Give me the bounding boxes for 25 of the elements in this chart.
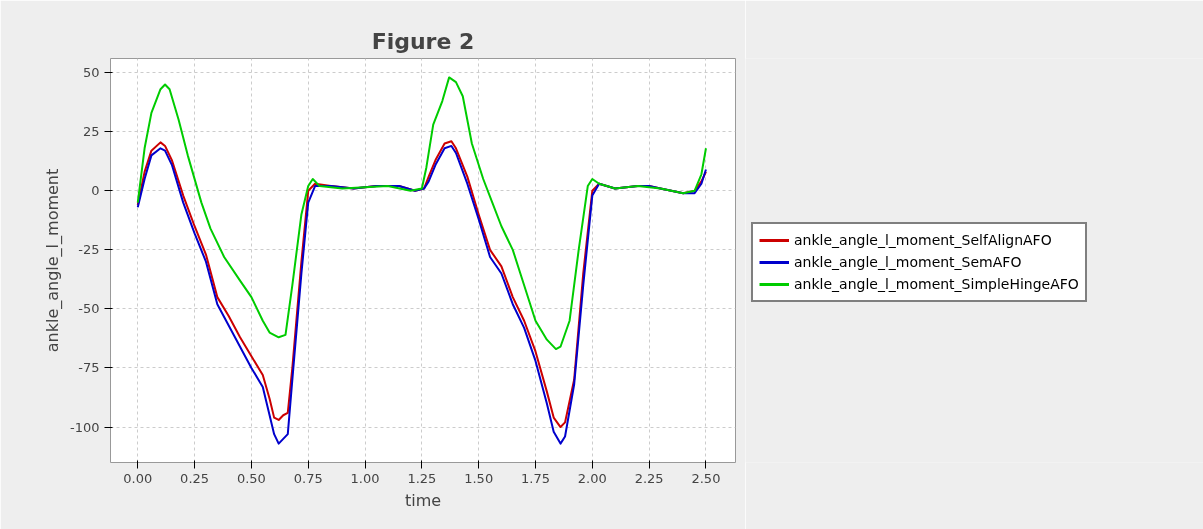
- line-series: [136, 76, 707, 351]
- x-tick-label: 0.50: [236, 470, 266, 486]
- x-tick-label: 2.00: [577, 470, 607, 486]
- x-tick-label: 0.25: [180, 470, 210, 486]
- x-tick-label: 1.00: [350, 470, 380, 486]
- x-tick-label: 2.25: [634, 470, 664, 486]
- legend-label: ankle_angle_l_moment_SelfAlignAFO: [794, 232, 1052, 248]
- x-tick-label: 1.75: [521, 470, 550, 486]
- y-tick-label: -100: [70, 419, 100, 435]
- x-tick-label: 0.75: [293, 470, 323, 486]
- y-tick-label: 0: [91, 183, 100, 199]
- y-tick-label: 50: [82, 65, 100, 81]
- legend-label: ankle_angle_l_moment_SimpleHingeAFO: [794, 276, 1079, 292]
- y-axis-title: ankle_angle_l_moment: [43, 168, 63, 353]
- y-tick-label: -50: [78, 301, 100, 317]
- x-axis-title: time: [404, 490, 442, 510]
- x-tick-label: 0.00: [123, 470, 153, 486]
- y-tick-label: 25: [82, 124, 100, 140]
- chart-title: Figure 2: [371, 28, 475, 54]
- y-tick-label: -25: [78, 242, 100, 258]
- y-tick-label: -75: [78, 360, 100, 376]
- x-tick-label: 1.50: [464, 470, 494, 486]
- x-tick-label: 2.50: [691, 470, 721, 486]
- x-tick-label: 1.25: [407, 470, 437, 486]
- legend-label: ankle_angle_l_moment_SemAFO: [794, 254, 1022, 270]
